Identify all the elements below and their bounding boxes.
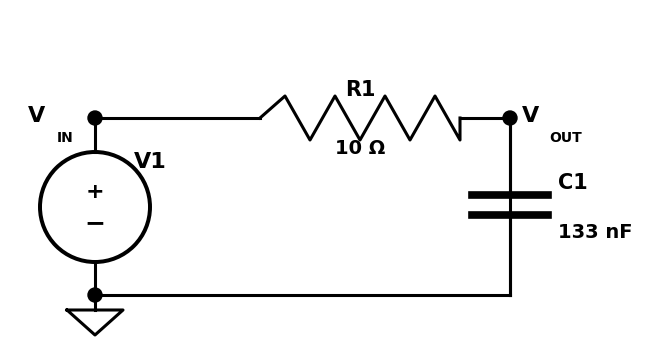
Text: OUT: OUT bbox=[549, 131, 582, 145]
Text: IN: IN bbox=[57, 131, 73, 145]
Circle shape bbox=[88, 288, 102, 302]
Text: V: V bbox=[522, 106, 540, 126]
Circle shape bbox=[503, 111, 517, 125]
Text: +: + bbox=[86, 182, 104, 202]
Text: R1: R1 bbox=[344, 80, 375, 100]
Text: −: − bbox=[84, 211, 105, 235]
Text: V1: V1 bbox=[134, 152, 166, 172]
Circle shape bbox=[88, 111, 102, 125]
Text: 133 nF: 133 nF bbox=[558, 223, 632, 242]
Text: 10 Ω: 10 Ω bbox=[335, 139, 385, 158]
Text: V: V bbox=[28, 106, 46, 126]
Text: C1: C1 bbox=[558, 173, 588, 193]
